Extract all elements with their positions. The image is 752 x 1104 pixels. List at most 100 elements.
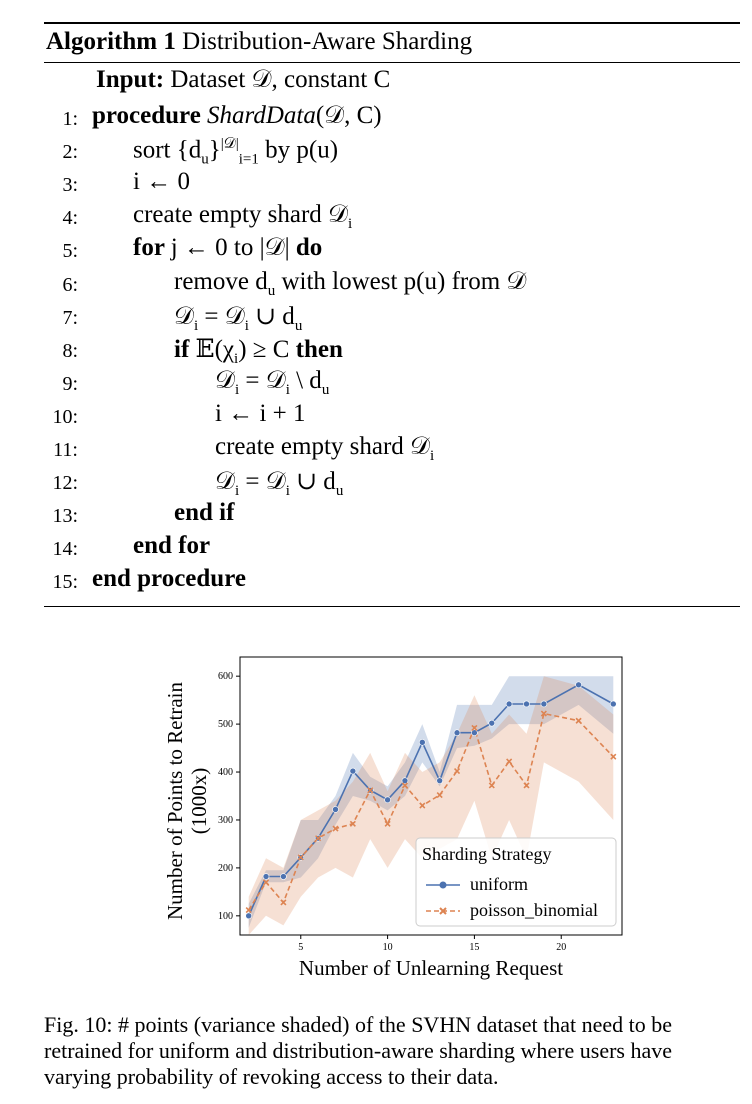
line-code: sort {du}|𝒟|i=1 by p(u) [133, 135, 338, 168]
input-keyword: Input: [96, 66, 165, 93]
point-uniform [280, 873, 287, 880]
line-number: 4: [62, 207, 78, 230]
y-tick-label: 400 [218, 767, 233, 778]
y-tick-label: 600 [218, 671, 233, 682]
code-text: i ← i + 1 [215, 399, 306, 427]
line-code: 𝒟i = 𝒟i \ du [215, 367, 329, 399]
point-poisson_binomial [419, 802, 426, 809]
band-uniform [248, 676, 614, 928]
point-poisson_binomial [280, 899, 287, 906]
point-uniform [540, 700, 548, 708]
code-text: i ← 0 [133, 168, 190, 196]
point-poisson_binomial [367, 787, 374, 794]
code-text: = 𝒟 [198, 302, 245, 330]
algorithm-name: Distribution-Aware Sharding [182, 28, 473, 55]
line-number: 3: [62, 174, 78, 197]
point-poisson_binomial [610, 753, 617, 760]
line-code: 𝒟i = 𝒟i ∪ du [215, 466, 343, 500]
point-uniform [505, 700, 513, 708]
point-poisson_binomial [436, 791, 443, 799]
line-number: 10: [52, 405, 78, 428]
code-text: \ d [289, 366, 322, 394]
legend-box [415, 837, 617, 927]
code-text: create empty shard 𝒟 [133, 201, 348, 229]
line-number: 7: [62, 306, 78, 329]
code-text: i [285, 483, 290, 500]
code-text: create empty shard 𝒟 [215, 433, 430, 460]
point-poisson_binomial [401, 782, 409, 789]
point-uniform [453, 729, 461, 737]
code-text: |𝒟| [220, 136, 239, 153]
legend-marker-poisson_binomial [439, 907, 447, 915]
line-code: if 𝔼(χi) ≥ C then [174, 334, 343, 368]
code-text: 𝒟 [174, 302, 194, 330]
code-text: = 𝒟 [239, 468, 286, 496]
point-uniform [436, 777, 443, 784]
point-uniform [349, 767, 357, 775]
x-tick-label: 20 [556, 942, 566, 953]
line-code: i ← i + 1 [215, 400, 306, 428]
code-text: u [267, 282, 276, 299]
code-text: u [321, 381, 330, 398]
code-text: u [201, 151, 209, 168]
code-text: by p(u) [258, 136, 339, 164]
line-code: end if [174, 499, 234, 527]
y-axis-label-unit: (1000x) [187, 768, 211, 835]
figure-caption: Fig. 10: # points (variance shaded) of t… [44, 1012, 673, 1089]
plot-frame [239, 656, 623, 936]
point-uniform [332, 806, 339, 813]
keyword: for [133, 234, 171, 262]
y-tick-label: 300 [218, 815, 233, 826]
code-text: (𝒟, C) [315, 102, 382, 129]
keyword: do [295, 234, 323, 262]
algorithm-title: Algorithm 1 Distribution-Aware Sharding [46, 28, 472, 56]
line-code: 𝒟i = 𝒟i ∪ du [174, 301, 302, 335]
point-poisson_binomial [262, 879, 270, 886]
bottom-rule [44, 606, 740, 607]
x-tick-label: 15 [469, 942, 479, 953]
point-poisson_binomial [297, 854, 304, 861]
x-axis-label: Number of Unlearning Request [299, 956, 563, 980]
band-poisson_binomial [248, 676, 614, 935]
y-tick-label: 500 [218, 719, 233, 730]
point-poisson_binomial [523, 782, 530, 789]
chart-svg: 100 200 300 400 500 600 5 10 15 20 Number of Unlea… [163, 656, 623, 980]
point-poisson_binomial [332, 825, 339, 832]
code-text: i [285, 381, 290, 398]
keyword: end if [174, 499, 235, 527]
line-number: 11: [53, 439, 78, 461]
code-text: i [193, 317, 199, 334]
code-text: ShardData [207, 102, 316, 129]
point-uniform [610, 700, 617, 708]
point-poisson_binomial [245, 907, 252, 914]
point-uniform [401, 777, 409, 784]
line-number: 1: [62, 108, 78, 130]
point-poisson_binomial [315, 835, 322, 842]
point-uniform [262, 873, 270, 880]
x-tick-label: 10 [383, 942, 393, 953]
code-text: ) ≥ C [238, 335, 296, 363]
retrain-chart: 100 200 300 400 500 600 5 10 15 20 Number of Unlea… [150, 645, 630, 995]
code-text: i [234, 483, 240, 500]
legend-label-uniform: uniform [470, 874, 528, 894]
keyword: if [174, 335, 196, 363]
code-text: 𝒟 [215, 366, 235, 394]
point-uniform [245, 912, 252, 920]
point-poisson_binomial [575, 717, 582, 724]
line-number: 5: [62, 240, 78, 263]
code-text: ∪ d [289, 468, 336, 496]
line-code: end procedure [92, 565, 246, 593]
top-rule [44, 22, 740, 24]
line-code: i ← 0 [133, 168, 190, 196]
legend-marker-uniform [439, 881, 447, 889]
code-text: u [294, 317, 303, 334]
line-code: end for [133, 532, 210, 560]
point-poisson_binomial [453, 768, 461, 775]
line-number: 13: [52, 505, 78, 528]
line-number: 15: [52, 571, 78, 594]
keyword: end procedure [92, 565, 246, 593]
code-text: u [335, 483, 344, 500]
code-text: j ← 0 to |𝒟| [170, 234, 296, 262]
line-code: create empty shard 𝒟i [215, 433, 434, 465]
title-rule [44, 62, 740, 63]
